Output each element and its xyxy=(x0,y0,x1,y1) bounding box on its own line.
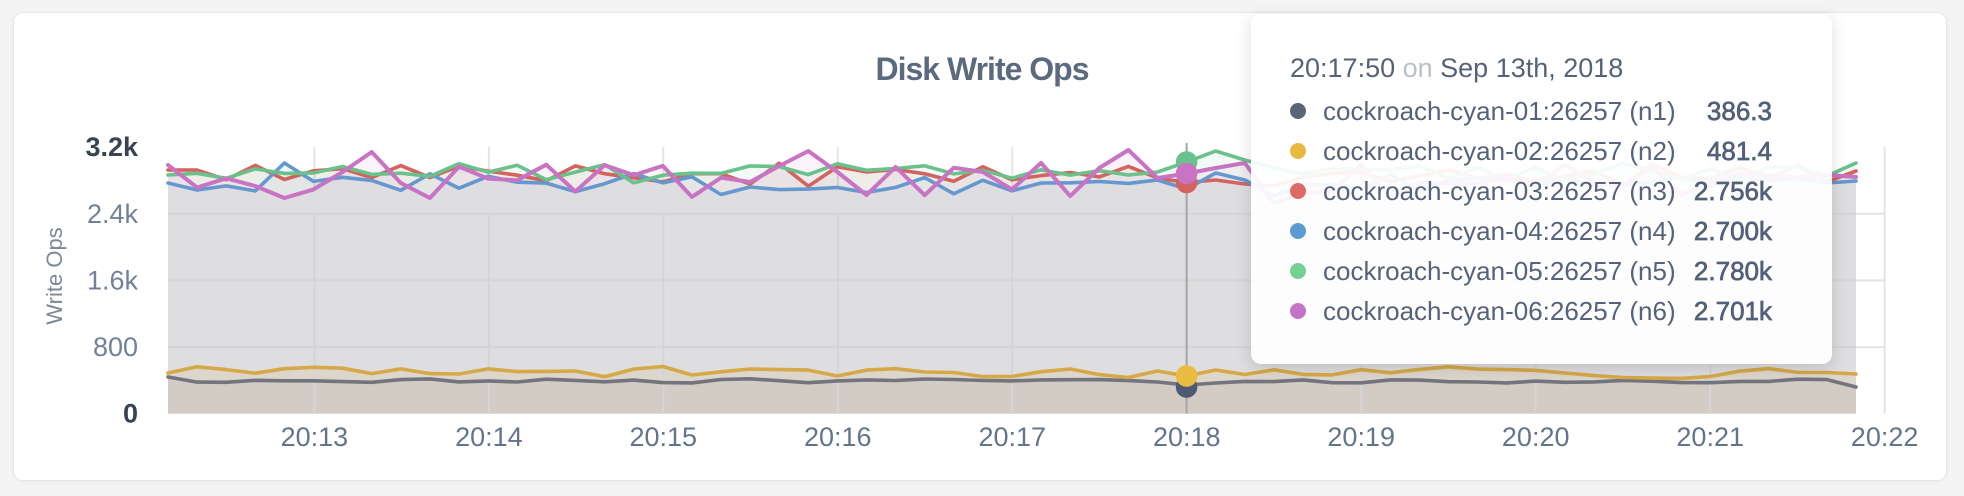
svg-text:20:17: 20:17 xyxy=(979,422,1047,452)
svg-text:2.4k: 2.4k xyxy=(87,199,139,229)
svg-text:20:15: 20:15 xyxy=(630,422,698,452)
svg-text:20:14: 20:14 xyxy=(455,422,523,452)
svg-text:20:13: 20:13 xyxy=(281,422,349,452)
svg-text:20:20: 20:20 xyxy=(1502,422,1570,452)
svg-text:20:16: 20:16 xyxy=(804,422,872,452)
svg-text:3.2k: 3.2k xyxy=(85,132,139,162)
svg-text:20:18: 20:18 xyxy=(1153,422,1221,452)
svg-text:1.6k: 1.6k xyxy=(87,265,139,295)
svg-text:20:22: 20:22 xyxy=(1851,422,1919,452)
svg-text:Write Ops: Write Ops xyxy=(42,227,67,324)
svg-text:0: 0 xyxy=(123,399,138,429)
svg-text:20:21: 20:21 xyxy=(1676,422,1744,452)
svg-text:20:19: 20:19 xyxy=(1327,422,1395,452)
svg-text:800: 800 xyxy=(93,332,138,362)
